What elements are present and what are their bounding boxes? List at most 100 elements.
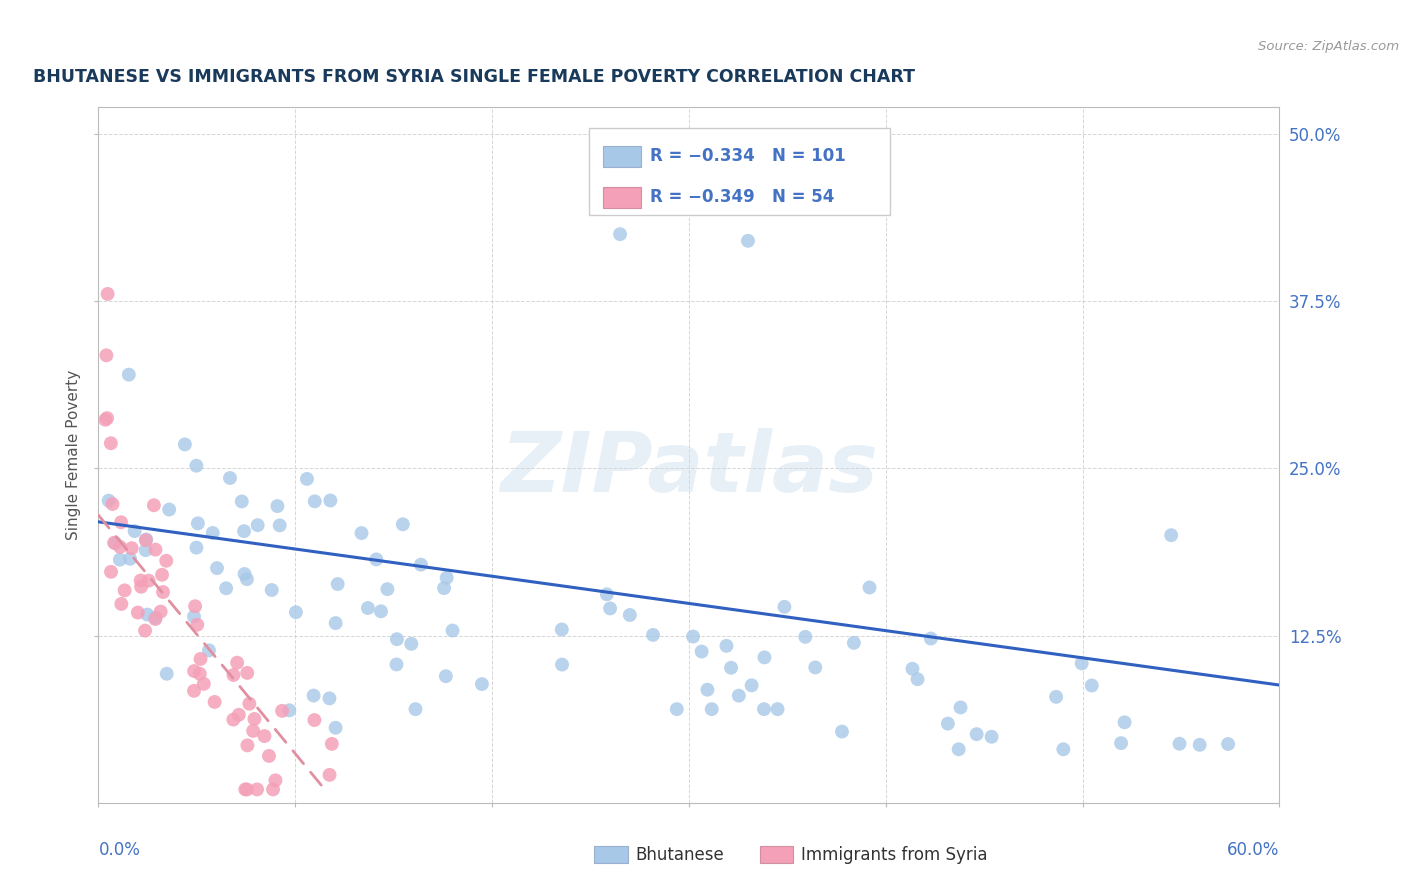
Point	[127, 606, 149, 620]
Point	[152, 585, 174, 599]
Point	[242, 723, 264, 738]
Point	[201, 526, 224, 541]
Point	[920, 632, 942, 646]
Text: Bhutanese: Bhutanese	[636, 846, 724, 864]
Point	[302, 689, 325, 703]
Point	[278, 703, 301, 717]
Text: ZIPatlas: ZIPatlas	[501, 428, 877, 509]
Point	[690, 644, 713, 658]
Text: BHUTANESE VS IMMIGRANTS FROM SYRIA SINGLE FEMALE POVERTY CORRELATION CHART: BHUTANESE VS IMMIGRANTS FROM SYRIA SINGL…	[34, 68, 915, 86]
Point	[304, 713, 326, 727]
Point	[326, 577, 349, 591]
Point	[737, 234, 759, 248]
Point	[96, 348, 118, 362]
Point	[370, 604, 392, 618]
Y-axis label: Single Female Poverty: Single Female Poverty	[66, 370, 82, 540]
Point	[142, 498, 165, 512]
Text: Source: ZipAtlas.com: Source: ZipAtlas.com	[1258, 40, 1399, 54]
Point	[436, 571, 458, 585]
Point	[231, 494, 253, 508]
Point	[103, 535, 125, 549]
Point	[246, 518, 269, 533]
Point	[253, 729, 276, 743]
Point	[641, 628, 664, 642]
Point	[243, 712, 266, 726]
Point	[1168, 737, 1191, 751]
Point	[596, 587, 619, 601]
Point	[295, 472, 318, 486]
Point	[124, 524, 146, 538]
Point	[205, 561, 228, 575]
Point	[609, 227, 631, 242]
Point	[149, 605, 172, 619]
Point	[118, 551, 141, 566]
Point	[696, 682, 718, 697]
Point	[134, 624, 156, 638]
Point	[145, 542, 167, 557]
Point	[260, 582, 283, 597]
Point	[100, 565, 122, 579]
FancyBboxPatch shape	[603, 187, 641, 208]
Point	[121, 541, 143, 556]
Point	[304, 494, 326, 508]
Point	[138, 574, 160, 588]
Point	[716, 639, 738, 653]
Point	[727, 689, 749, 703]
Point	[551, 657, 574, 672]
Point	[145, 610, 167, 624]
FancyBboxPatch shape	[595, 846, 627, 863]
Point	[325, 721, 347, 735]
Point	[377, 582, 399, 596]
Point	[222, 713, 245, 727]
Point	[901, 662, 924, 676]
Point	[433, 581, 456, 595]
Point	[143, 612, 166, 626]
Point	[236, 665, 259, 680]
Point	[271, 704, 294, 718]
Point	[1216, 737, 1239, 751]
Point	[266, 499, 288, 513]
FancyBboxPatch shape	[603, 146, 641, 167]
Point	[405, 702, 427, 716]
Point	[129, 580, 152, 594]
Point	[238, 697, 260, 711]
Point	[190, 652, 212, 666]
Point	[135, 533, 157, 547]
Point	[186, 617, 208, 632]
Point	[471, 677, 494, 691]
Point	[186, 458, 208, 473]
Point	[804, 660, 827, 674]
Point	[794, 630, 817, 644]
Point	[150, 567, 173, 582]
Point	[682, 630, 704, 644]
Point	[246, 782, 269, 797]
Point	[754, 650, 776, 665]
Point	[1188, 738, 1211, 752]
Point	[198, 643, 221, 657]
Point	[157, 502, 180, 516]
Point	[321, 737, 343, 751]
Point	[155, 554, 177, 568]
Text: R = −0.334   N = 101: R = −0.334 N = 101	[650, 147, 846, 165]
Point	[551, 623, 574, 637]
Point	[319, 493, 342, 508]
Text: 60.0%: 60.0%	[1227, 841, 1279, 859]
Point	[236, 572, 259, 586]
Point	[980, 730, 1002, 744]
Point	[228, 707, 250, 722]
Point	[1045, 690, 1067, 704]
Point	[135, 543, 157, 558]
Point	[350, 526, 373, 541]
Text: R = −0.349   N = 54: R = −0.349 N = 54	[650, 188, 834, 206]
Point	[215, 582, 238, 596]
Point	[188, 666, 211, 681]
Point	[966, 727, 988, 741]
Point	[104, 536, 127, 550]
Point	[187, 516, 209, 531]
Point	[94, 413, 117, 427]
Point	[391, 517, 413, 532]
Point	[110, 516, 132, 530]
Point	[100, 436, 122, 450]
Point	[385, 632, 408, 647]
Point	[1070, 657, 1092, 671]
